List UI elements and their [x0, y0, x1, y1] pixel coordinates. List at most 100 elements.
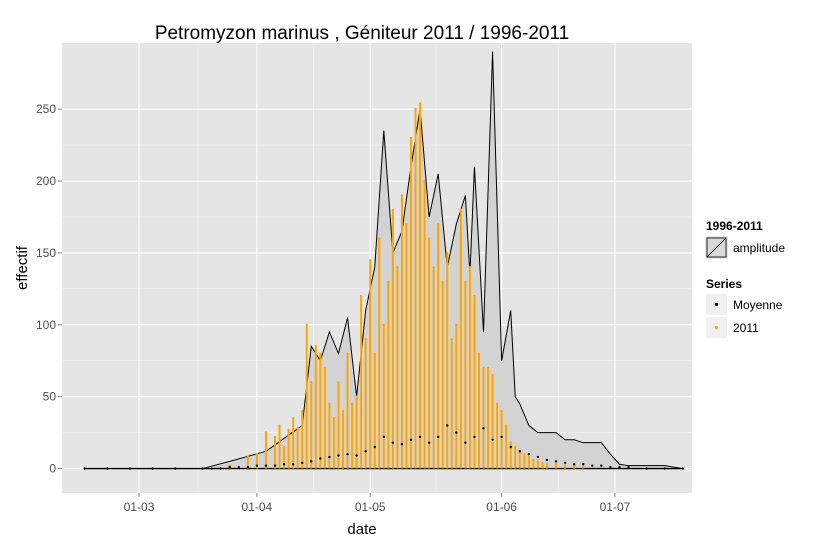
point-moyenne: [237, 465, 240, 469]
point-2011: [441, 280, 444, 283]
point-2011: [545, 463, 549, 466]
x-tick-label: 01-07: [600, 500, 631, 514]
point-2011: [514, 445, 517, 449]
point-2011: [305, 323, 308, 326]
legend: 1996-2011 amplitude Series Moyenne 2011: [705, 219, 785, 338]
point-moyenne: [663, 467, 667, 470]
point-moyenne: [545, 458, 549, 462]
x-axis: 01-03 01-04 01-05 01-06 01-07: [124, 493, 631, 514]
point-2011: [523, 452, 526, 456]
point-moyenne: [210, 467, 213, 470]
point-2011: [278, 424, 281, 427]
point-2011: [291, 417, 295, 420]
point-2011: [423, 179, 426, 183]
x-tick-label: 01-06: [486, 500, 517, 514]
point-moyenne: [337, 454, 340, 457]
point-2011: [387, 280, 390, 283]
point-2011: [409, 136, 413, 140]
point-moyenne: [554, 460, 558, 463]
point-moyenne: [600, 464, 603, 467]
point-2011: [246, 455, 250, 459]
point-moyenne: [301, 461, 304, 465]
point-moyenne: [591, 464, 594, 467]
point-2011: [477, 352, 481, 355]
point-moyenne: [319, 457, 322, 460]
point-2011: [301, 409, 304, 413]
point-2011: [554, 463, 558, 466]
point-moyenne: [418, 435, 422, 439]
amplitude-outline: [84, 51, 684, 470]
point-2011: [563, 464, 567, 467]
points-moyenne-layer: [83, 424, 685, 470]
point-2011: [400, 194, 404, 197]
x-axis-label: date: [347, 521, 376, 538]
point-2011: [536, 460, 540, 463]
point-moyenne: [382, 435, 385, 439]
point-2011: [364, 337, 367, 341]
legend-label-amplitude: amplitude: [733, 241, 785, 255]
point-2011: [450, 337, 453, 341]
point-moyenne: [373, 445, 376, 449]
y-tick-label: 0: [49, 462, 56, 476]
point-2011: [468, 266, 472, 269]
point-2011: [436, 222, 440, 226]
point-moyenne: [219, 467, 222, 470]
point-moyenne: [282, 463, 286, 466]
point-2011: [355, 395, 358, 398]
point-moyenne: [346, 452, 349, 456]
point-2011: [350, 402, 354, 406]
point-2011: [582, 465, 585, 469]
y-tick-label: 150: [36, 246, 56, 260]
point-2011: [382, 323, 385, 326]
point-moyenne: [609, 465, 612, 469]
point-moyenne: [536, 455, 540, 459]
y-tick-label: 100: [36, 318, 56, 332]
x-tick-label: 01-04: [242, 500, 273, 514]
point-moyenne: [473, 435, 476, 439]
point-2011: [255, 452, 259, 456]
point-2011: [391, 208, 395, 211]
point-2011: [405, 222, 408, 226]
point-moyenne: [83, 467, 86, 470]
point-2011: [455, 323, 458, 326]
point-2011: [328, 402, 331, 406]
point-2011: [432, 266, 435, 269]
point-2011: [527, 455, 531, 459]
point-moyenne: [482, 427, 485, 430]
point-moyenne: [409, 438, 413, 442]
point-moyenne: [400, 442, 404, 446]
point-2011: [296, 427, 299, 430]
legend-title-amplitude: 1996-2011: [706, 219, 763, 233]
point-moyenne: [618, 465, 621, 469]
legend-label-moyenne: Moyenne: [733, 298, 783, 312]
point-moyenne: [328, 455, 331, 459]
point-moyenne: [645, 467, 648, 470]
point-moyenne: [364, 450, 367, 453]
point-moyenne: [527, 452, 531, 456]
point-2011: [314, 345, 318, 348]
bars-2011-layer: [228, 103, 585, 469]
point-2011: [323, 366, 327, 370]
point-moyenne: [151, 467, 154, 470]
point-moyenne: [563, 461, 567, 465]
x-tick-label: 01-03: [124, 500, 155, 514]
point-2011: [373, 352, 376, 355]
legend-key-moyenne: [714, 302, 719, 307]
y-tick-label: 200: [36, 174, 56, 188]
point-moyenne: [355, 454, 358, 457]
point-2011: [418, 102, 422, 105]
point-moyenne: [273, 464, 277, 467]
point-2011: [464, 280, 467, 283]
point-2011: [495, 402, 499, 406]
point-moyenne: [681, 467, 685, 470]
point-2011: [341, 409, 345, 413]
point-2011: [273, 435, 277, 439]
point-2011: [482, 366, 485, 370]
point-moyenne: [255, 464, 259, 467]
point-moyenne: [427, 441, 431, 444]
point-2011: [332, 417, 336, 420]
point-2011: [509, 441, 512, 444]
point-2011: [446, 251, 449, 255]
point-moyenne: [246, 465, 250, 469]
